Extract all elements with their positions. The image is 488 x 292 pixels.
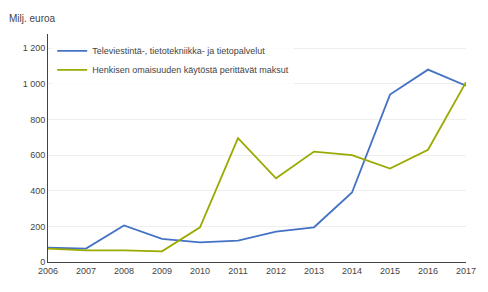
svg-text:2015: 2015 <box>380 266 400 276</box>
svg-text:2007: 2007 <box>76 266 96 276</box>
svg-text:200: 200 <box>30 222 45 232</box>
svg-text:2008: 2008 <box>114 266 134 276</box>
svg-text:800: 800 <box>30 115 45 125</box>
svg-text:2013: 2013 <box>304 266 324 276</box>
svg-text:2014: 2014 <box>342 266 362 276</box>
svg-text:400: 400 <box>30 186 45 196</box>
svg-text:2009: 2009 <box>152 266 172 276</box>
svg-text:Televiestintä-, tietotekniikka: Televiestintä-, tietotekniikka- ja tieto… <box>92 46 265 56</box>
svg-text:2006: 2006 <box>38 266 58 276</box>
svg-text:1 000: 1 000 <box>23 79 46 89</box>
svg-text:Henkisen omaisuuden käytöstä p: Henkisen omaisuuden käytöstä perittävät … <box>92 65 289 75</box>
svg-text:2010: 2010 <box>190 266 210 276</box>
svg-text:0: 0 <box>40 257 45 267</box>
svg-text:2016: 2016 <box>418 266 438 276</box>
svg-text:2011: 2011 <box>228 266 247 276</box>
svg-text:Milj. euroa: Milj. euroa <box>9 13 56 24</box>
svg-text:2012: 2012 <box>266 266 286 276</box>
svg-text:1 200: 1 200 <box>23 43 46 53</box>
svg-text:600: 600 <box>30 150 45 160</box>
svg-text:2017: 2017 <box>456 266 476 276</box>
